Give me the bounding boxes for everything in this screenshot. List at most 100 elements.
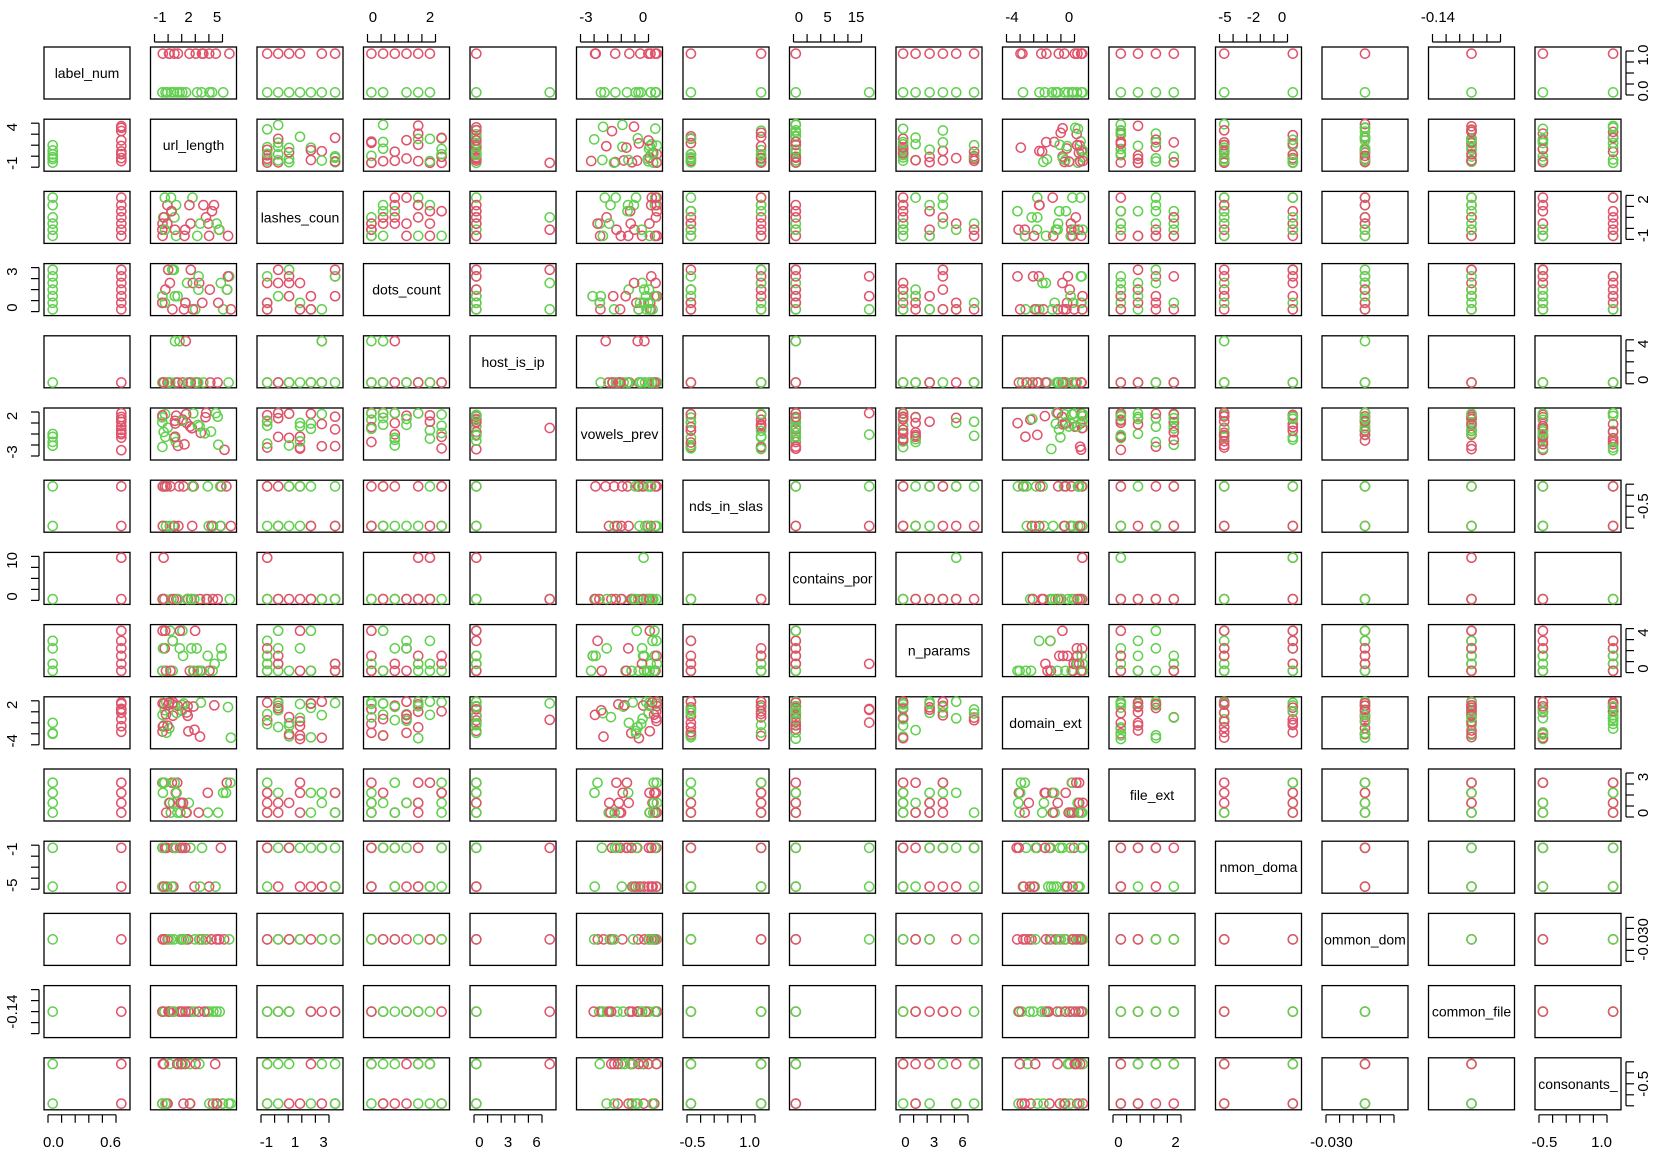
point-phishing — [272, 377, 284, 388]
point-legitimate — [47, 807, 59, 818]
point-phishing — [272, 412, 284, 424]
point-phishing — [389, 481, 401, 492]
point-legitimate — [401, 413, 412, 425]
point-legitimate — [1115, 224, 1127, 236]
point-legitimate — [1466, 133, 1477, 145]
point-phishing — [115, 428, 127, 440]
point-phishing — [897, 48, 909, 59]
point-phishing — [615, 230, 627, 242]
x-tick-label-n_params: 0 — [901, 1134, 909, 1151]
point-legitimate — [897, 123, 909, 135]
point-phishing — [1466, 731, 1477, 743]
scatter-panel-host_is_ip-vs-uncommon_file — [1427, 335, 1516, 389]
point-phishing — [1057, 625, 1068, 637]
point-phishing — [1068, 842, 1080, 854]
point-legitimate — [1132, 408, 1144, 419]
scatter-panel-n_params-vs-dots_count — [362, 623, 451, 678]
point-legitimate — [1150, 205, 1162, 217]
point-phishing — [225, 520, 237, 532]
point-phishing — [790, 411, 802, 423]
point-legitimate — [755, 264, 767, 276]
point-legitimate — [215, 277, 227, 289]
point-legitimate — [897, 881, 909, 892]
point-legitimate — [1537, 520, 1549, 532]
point-legitimate — [366, 335, 377, 347]
point-phishing — [208, 199, 220, 211]
point-legitimate — [1359, 481, 1371, 492]
point-phishing — [685, 797, 697, 809]
point-phishing — [115, 650, 127, 662]
point-legitimate — [1218, 297, 1230, 309]
point-legitimate — [305, 702, 317, 714]
point-phishing — [160, 807, 172, 818]
point-legitimate — [630, 87, 641, 98]
point-phishing — [863, 290, 875, 302]
point-phishing — [261, 715, 273, 726]
scatter-panel-contains_port-vs-url_length — [149, 551, 238, 606]
point-phishing — [897, 284, 909, 295]
point-phishing — [1359, 48, 1371, 59]
point-legitimate — [755, 87, 767, 98]
point-phishing — [401, 593, 412, 605]
point-legitimate — [283, 264, 295, 276]
point-phishing — [790, 297, 802, 309]
point-phishing — [644, 625, 656, 637]
scatter-panel-slashes_count-vs-vowels_prev — [575, 190, 664, 245]
point-legitimate — [283, 440, 295, 451]
point-phishing — [436, 1006, 447, 1017]
point-legitimate — [1466, 199, 1477, 211]
point-legitimate — [589, 881, 601, 892]
scatter-panel-url_length-vs-vowels_prev — [575, 118, 664, 172]
point-phishing — [1607, 297, 1619, 309]
scatter-panel-url_length-vs-contains_port — [788, 118, 877, 172]
point-legitimate — [1132, 1006, 1144, 1017]
point-phishing — [755, 699, 767, 711]
point-legitimate — [283, 481, 295, 492]
point-legitimate — [1168, 224, 1180, 236]
point-phishing — [1115, 136, 1127, 148]
point-legitimate — [294, 520, 306, 532]
point-legitimate — [1607, 787, 1619, 799]
point-legitimate — [272, 1098, 284, 1109]
point-legitimate — [685, 284, 697, 295]
point-phishing — [200, 212, 212, 223]
point-phishing — [937, 777, 949, 789]
scatter-panel-slashes_count-vs-contains_port — [788, 190, 877, 245]
point-legitimate — [625, 1058, 637, 1070]
point-phishing — [1032, 377, 1044, 388]
scatter-panel-label_num-vs-uncommon_domain — [1321, 46, 1409, 100]
point-legitimate — [214, 1006, 226, 1017]
point-legitimate — [224, 593, 236, 605]
point-legitimate — [329, 271, 341, 282]
point-legitimate — [597, 230, 609, 242]
point-phishing — [207, 593, 219, 605]
scatter-panel-vowels_prev-vs-consonants — [1534, 407, 1622, 461]
point-legitimate — [968, 218, 980, 229]
point-legitimate — [968, 297, 980, 309]
point-phishing — [790, 199, 802, 211]
point-phishing — [590, 481, 601, 492]
point-phishing — [115, 1058, 127, 1070]
point-legitimate — [588, 934, 600, 945]
scatter-panel-n_params-vs-file_ext — [1108, 623, 1196, 678]
scatter-panel-common_domain-vs-slashes_count — [256, 840, 344, 894]
point-phishing — [863, 658, 875, 670]
point-phishing — [544, 422, 556, 434]
point-phishing — [412, 120, 424, 131]
point-phishing — [1132, 264, 1144, 276]
point-phishing — [1168, 230, 1180, 242]
point-legitimate — [755, 1006, 767, 1017]
scatter-panel-common_domain-vs-contains_port — [788, 840, 877, 894]
point-phishing — [470, 230, 482, 242]
point-phishing — [329, 665, 341, 677]
scatter-panel-consonants-vs-uncommon_domain — [1321, 1057, 1409, 1111]
point-legitimate — [897, 934, 909, 945]
point-phishing — [305, 934, 317, 945]
point-phishing — [1115, 377, 1127, 388]
point-phishing — [790, 777, 802, 789]
point-phishing — [436, 377, 447, 388]
point-legitimate — [316, 593, 328, 605]
point-phishing — [1040, 658, 1051, 670]
x-tick-label-uncommon_domain: -0.030 — [1310, 1134, 1353, 1151]
scatter-panel-vowels_prev-vs-host_is_ip — [469, 407, 557, 461]
